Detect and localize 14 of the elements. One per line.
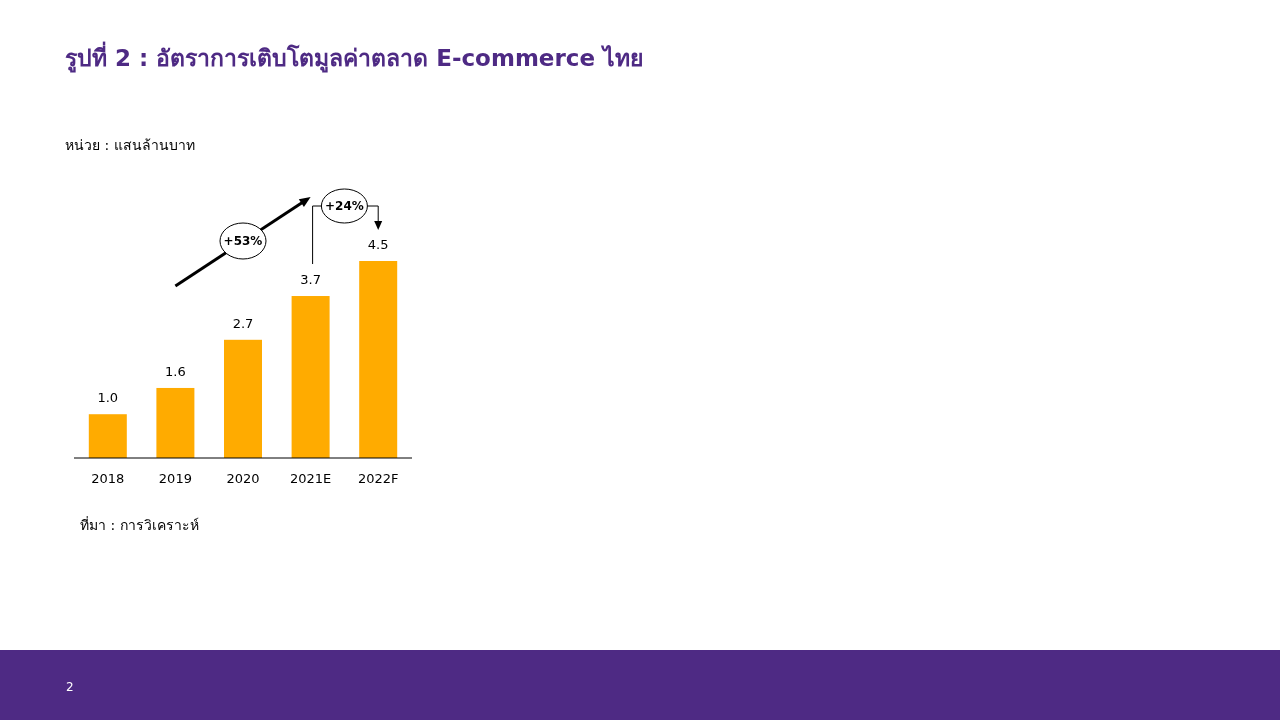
data-label: 4.5: [367, 237, 389, 252]
data-label: 1.6: [165, 363, 186, 379]
data-label: 3.7: [300, 272, 321, 288]
x-tick-label: 2022F: [357, 471, 399, 486]
x-tick-label: 2019: [158, 471, 192, 486]
text: ที่มา : การวิเคราะห์: [80, 516, 199, 533]
data-label: 1.0: [97, 390, 119, 406]
data-label: 2.7: [232, 315, 254, 331]
x-tick-label: 2018: [91, 471, 125, 486]
chart-title: รูปที่ 2 : อัตราการเติบโตมูลค่าตลาด E-commerce ไทย: [65, 41, 644, 73]
chart-subtitle: หน่วย : แสนล้านบาท: [65, 137, 195, 153]
x-tick-label: 2020: [226, 471, 260, 486]
x-tick-label: 2021E: [289, 471, 332, 486]
text: 2: [66, 680, 74, 694]
